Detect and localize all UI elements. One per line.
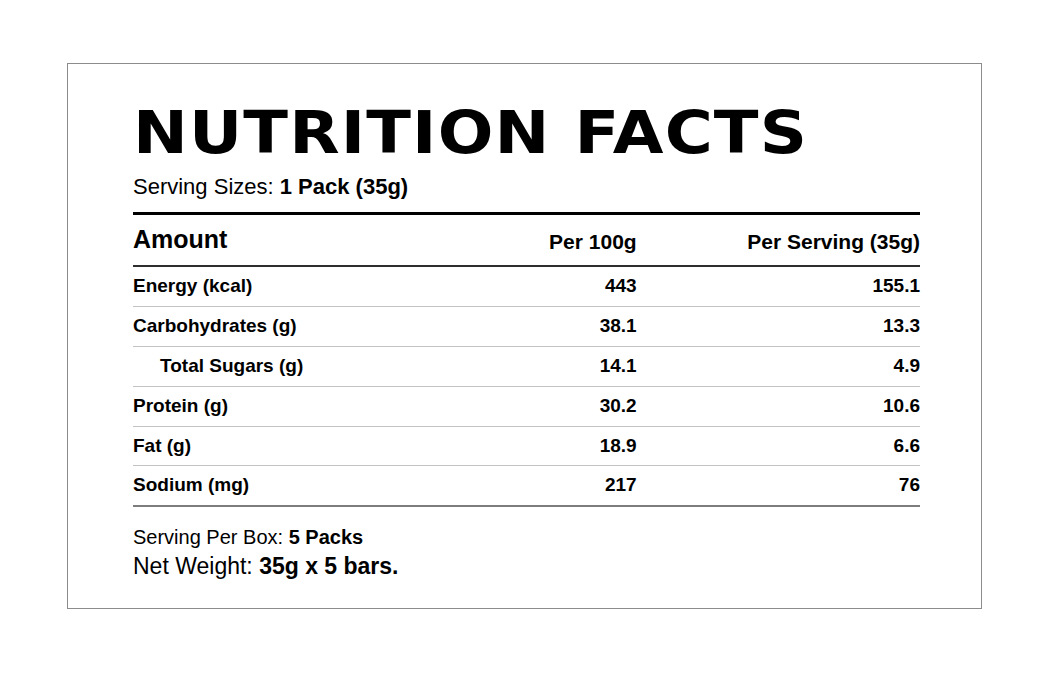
value-per-serving: 13.3 — [637, 307, 920, 347]
value-per-100g: 443 — [479, 266, 636, 306]
table-row: Total Sugars (g) 14.1 4.9 — [133, 346, 920, 386]
column-header-per-serving: Per Serving (35g) — [637, 214, 920, 267]
net-weight-label: Net Weight: — [133, 553, 253, 579]
column-header-amount: Amount — [133, 214, 479, 267]
value-per-serving: 6.6 — [637, 426, 920, 466]
serving-sizes-label: Serving Sizes: — [133, 174, 274, 199]
serving-sizes-value: 1 Pack (35g) — [280, 174, 408, 199]
serving-per-box-value: 5 Packs — [289, 526, 364, 548]
value-per-100g: 38.1 — [479, 307, 636, 347]
value-per-100g: 217 — [479, 466, 636, 506]
table-row: Fat (g) 18.9 6.6 — [133, 426, 920, 466]
table-row: Sodium (mg) 217 76 — [133, 466, 920, 506]
nutrient-name: Carbohydrates (g) — [133, 307, 479, 347]
value-per-serving: 76 — [637, 466, 920, 506]
serving-sizes-line: Serving Sizes: 1 Pack (35g) — [133, 174, 920, 200]
column-header-per-100g: Per 100g — [479, 214, 636, 267]
table-row: Carbohydrates (g) 38.1 13.3 — [133, 307, 920, 347]
value-per-100g: 30.2 — [479, 386, 636, 426]
table-header-row: Amount Per 100g Per Serving (35g) — [133, 214, 920, 267]
nutrient-name: Energy (kcal) — [133, 266, 479, 306]
table-row: Energy (kcal) 443 155.1 — [133, 266, 920, 306]
nutrition-label-panel: NUTRITION FACTS Serving Sizes: 1 Pack (3… — [67, 63, 982, 609]
label-footer: Serving Per Box: 5 Packs Net Weight: 35g… — [133, 524, 920, 582]
value-per-100g: 18.9 — [479, 426, 636, 466]
net-weight-line: Net Weight: 35g x 5 bars. — [133, 552, 920, 582]
serving-per-box-label: Serving Per Box: — [133, 526, 283, 548]
page-title: NUTRITION FACTS — [133, 104, 1022, 162]
nutrient-name: Protein (g) — [133, 386, 479, 426]
value-per-serving: 155.1 — [637, 266, 920, 306]
label-content: NUTRITION FACTS Serving Sizes: 1 Pack (3… — [133, 64, 920, 582]
net-weight-value: 35g x 5 bars. — [259, 553, 398, 579]
nutrient-name: Total Sugars (g) — [133, 346, 479, 386]
value-per-serving: 10.6 — [637, 386, 920, 426]
nutrient-name: Sodium (mg) — [133, 466, 479, 506]
value-per-serving: 4.9 — [637, 346, 920, 386]
nutrition-table: Amount Per 100g Per Serving (35g) Energy… — [133, 212, 920, 507]
value-per-100g: 14.1 — [479, 346, 636, 386]
table-row: Protein (g) 30.2 10.6 — [133, 386, 920, 426]
nutrient-name: Fat (g) — [133, 426, 479, 466]
serving-per-box-line: Serving Per Box: 5 Packs — [133, 524, 920, 550]
